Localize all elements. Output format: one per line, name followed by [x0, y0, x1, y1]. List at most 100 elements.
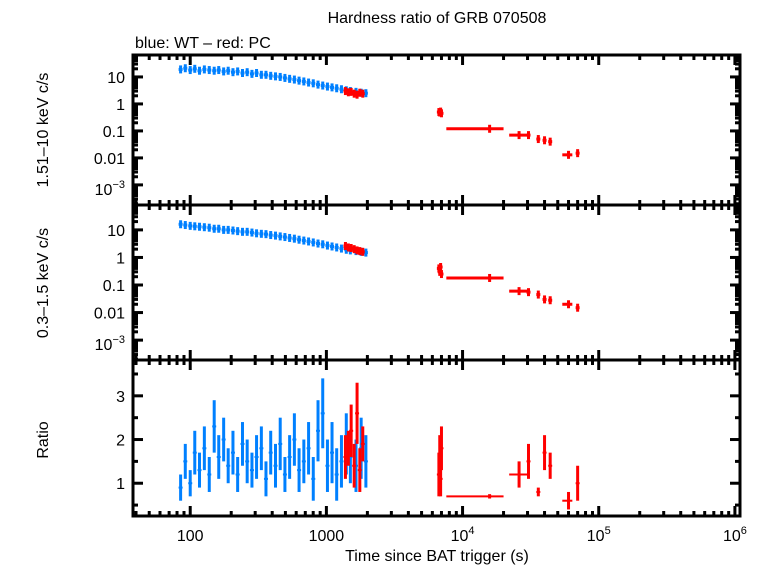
data-point-wt-ratio [202, 426, 207, 471]
y-tick-label: 0.1 [103, 124, 125, 141]
data-point-pc-ratio [548, 452, 553, 479]
data-point-wt-soft [245, 227, 250, 236]
data-point-pc-soft [548, 296, 553, 305]
data-point-wt-soft [192, 222, 197, 231]
y-tick-label: 1 [116, 250, 125, 267]
x-tick-label-exponent: 5 [605, 525, 611, 537]
data-point-pc-ratio [439, 426, 444, 471]
y-axis-label-hard: 1.51–10 keV c/s [35, 73, 52, 188]
data-point-wt-soft [230, 226, 235, 235]
data-point-pc-hard [439, 109, 444, 118]
data-point-wt-hard [207, 66, 212, 75]
x-tick-label-exponent: 4 [468, 525, 474, 537]
data-point-pc-hard [349, 87, 354, 96]
data-point-pc-ratio [536, 487, 541, 497]
data-point-wt-hard [278, 72, 283, 81]
data-point-wt-hard [259, 70, 264, 79]
data-point-wt-hard [240, 68, 245, 77]
data-point-pc-ratio [357, 448, 362, 492]
data-point-pc-hard [360, 89, 365, 98]
data-point-wt-soft [240, 227, 245, 236]
data-point-wt-hard [230, 68, 235, 77]
data-point-wt-ratio [278, 417, 283, 471]
data-point-wt-soft [273, 231, 278, 240]
data-point-pc-soft [446, 273, 504, 282]
data-point-pc-soft [526, 288, 531, 297]
data-point-wt-ratio [325, 439, 330, 492]
data-point-wt-soft [259, 229, 264, 238]
y-tick-label-exponent: −3 [112, 334, 125, 346]
data-point-wt-soft [297, 235, 302, 244]
data-point-wt-hard [197, 66, 202, 75]
y-tick-label-exponent: −3 [112, 179, 125, 191]
data-point-wt-ratio [339, 435, 344, 488]
data-point-wt-ratio [207, 457, 212, 492]
data-point-wt-hard [212, 66, 217, 75]
data-point-wt-soft [316, 239, 321, 248]
data-point-pc-hard [446, 124, 504, 133]
data-point-wt-soft [197, 222, 202, 231]
data-point-wt-soft [282, 233, 287, 242]
data-point-pc-ratio [542, 435, 547, 471]
data-point-wt-soft [212, 224, 217, 233]
data-point-wt-soft [334, 243, 339, 252]
data-point-wt-hard [287, 74, 292, 83]
data-point-wt-soft [330, 242, 335, 251]
data-point-pc-ratio [562, 491, 573, 510]
data-point-wt-ratio [330, 422, 335, 484]
data-point-pc-ratio [575, 465, 580, 501]
data-point-wt-ratio [221, 417, 226, 462]
data-point-wt-soft [207, 223, 212, 232]
data-point-wt-ratio [212, 400, 217, 453]
data-point-pc-hard [536, 135, 541, 144]
data-point-wt-hard [292, 75, 297, 84]
data-point-wt-hard [282, 73, 287, 82]
data-point-wt-ratio [226, 448, 231, 484]
data-point-wt-hard [320, 81, 325, 90]
data-point-wt-ratio [192, 430, 197, 475]
data-point-wt-hard [202, 65, 207, 74]
data-point-wt-soft [278, 232, 283, 241]
chart-title: Hardness ratio of GRB 070508 [328, 10, 547, 27]
data-point-pc-hard [526, 131, 531, 140]
data-point-wt-ratio [334, 448, 339, 501]
data-point-wt-hard [301, 77, 306, 86]
data-point-wt-ratio [306, 422, 311, 475]
data-point-wt-ratio [282, 457, 287, 492]
data-point-wt-hard [178, 65, 183, 74]
x-tick-label: 1000 [309, 528, 345, 545]
data-point-pc-hard [548, 137, 553, 146]
y-tick-label: 10−3 [95, 179, 125, 199]
panel-frame-2 [131, 358, 742, 518]
data-point-wt-ratio [197, 452, 202, 488]
data-point-wt-hard [254, 68, 259, 77]
data-point-wt-soft [202, 223, 207, 232]
y-axis-label-soft: 0.3–1.5 keV c/s [35, 228, 52, 338]
data-point-wt-ratio [292, 413, 297, 466]
data-point-wt-soft [268, 231, 273, 240]
data-point-wt-soft [339, 244, 344, 253]
data-point-wt-hard [183, 64, 188, 73]
y-tick-label: 3 [116, 389, 125, 406]
data-point-pc-soft [542, 295, 547, 304]
data-point-wt-hard [216, 66, 221, 75]
x-axis-label: Time since BAT trigger (s) [345, 548, 529, 565]
y-axis-label-ratio: Ratio [35, 421, 52, 458]
data-point-wt-hard [330, 83, 335, 92]
data-point-pc-ratio [349, 404, 354, 458]
data-point-wt-ratio [216, 435, 221, 479]
data-point-pc-ratio [446, 494, 504, 499]
data-point-wt-ratio [268, 430, 273, 475]
data-point-wt-ratio [178, 474, 183, 501]
data-point-wt-hard [273, 72, 278, 81]
data-point-wt-soft [249, 228, 254, 237]
data-point-wt-hard [263, 70, 268, 79]
data-point-pc-soft [438, 263, 443, 272]
data-point-wt-hard [249, 69, 254, 78]
y-tick-label: 10 [107, 70, 125, 87]
data-point-pc-soft [509, 287, 528, 296]
data-point-wt-hard [226, 66, 231, 75]
data-point-wt-soft [287, 233, 292, 242]
data-point-wt-soft [235, 227, 240, 236]
